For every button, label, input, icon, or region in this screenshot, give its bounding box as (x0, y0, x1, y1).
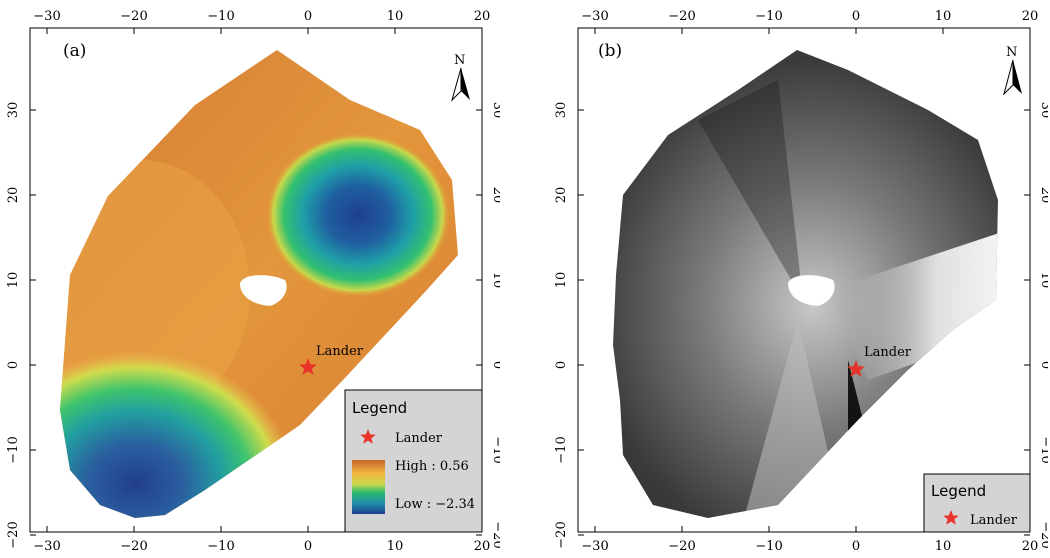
legend-low-text: Low : −2.34 (395, 497, 475, 512)
svg-text:N: N (454, 53, 465, 68)
x-tick-label: −30 (33, 539, 60, 554)
x-tick-label: −10 (207, 9, 234, 24)
legend-box: Legend Lander (923, 473, 1031, 533)
lander-marker: Lander (299, 344, 364, 375)
x-tick-label: 0 (852, 9, 860, 24)
map-panel-a: −30 −30 −20 −20 −10 −10 0 0 10 10 20 20 30 30 20 20 10 10… (6, 9, 500, 554)
y-tick-label: −20 (554, 521, 569, 548)
x-tick-label: 0 (304, 539, 312, 554)
no-data-hole (788, 275, 835, 306)
y-tick-label: 20 (6, 187, 21, 204)
legend-lander-star-icon (360, 429, 376, 444)
y-tick-label: −10 (490, 436, 500, 463)
y-tick-label: 20 (1038, 187, 1048, 204)
y-tick-label: 30 (554, 102, 569, 119)
axis-ticks: −30 −30 −20 −20 −10 −10 0 0 10 10 20 20 30 30 20 20 10 10… (6, 9, 500, 554)
no-data-hole (240, 275, 287, 306)
y-tick-label: −20 (490, 521, 500, 548)
y-tick-label: 0 (1038, 361, 1048, 369)
legend-box: Legend Lander High : 0.56 Low : −2.34 (344, 389, 483, 533)
lander-label: Lander (316, 344, 364, 359)
y-tick-label: −20 (1038, 521, 1048, 548)
x-tick-label: −30 (581, 539, 608, 554)
x-tick-label: 10 (935, 9, 952, 24)
y-tick-label: −20 (6, 521, 21, 548)
x-tick-label: −20 (120, 9, 147, 24)
lander-star-icon (847, 360, 865, 377)
x-tick-label: 20 (1022, 539, 1039, 554)
y-tick-label: −10 (554, 436, 569, 463)
y-tick-label: 10 (1038, 272, 1048, 289)
panel-label: (b) (598, 41, 622, 61)
lander-marker: Lander (847, 345, 912, 377)
x-tick-label: 20 (1022, 9, 1039, 24)
legend-lander-text: Lander (395, 431, 443, 446)
legend-lander-text: Lander (970, 513, 1018, 528)
x-tick-label: 20 (474, 539, 491, 554)
y-tick-label: 30 (490, 102, 500, 119)
legend-high-text: High : 0.56 (395, 459, 469, 474)
y-tick-label: −10 (6, 436, 21, 463)
y-tick-label: 10 (6, 272, 21, 289)
y-tick-label: 30 (1038, 102, 1048, 119)
x-tick-label: 10 (935, 539, 952, 554)
legend-color-ramp (352, 460, 385, 514)
x-tick-label: −10 (207, 539, 234, 554)
x-tick-label: −30 (581, 9, 608, 24)
lander-label: Lander (864, 345, 912, 360)
y-tick-label: 10 (490, 272, 500, 289)
x-tick-label: −20 (668, 9, 695, 24)
x-tick-label: 0 (852, 539, 860, 554)
lander-star-icon (299, 358, 317, 375)
x-tick-label: 10 (387, 539, 404, 554)
x-tick-label: 0 (304, 9, 312, 24)
x-tick-label: −20 (120, 539, 147, 554)
y-tick-label: 0 (490, 361, 500, 369)
map-panel-b: −30 −30 −20 −20 −10 −10 0 0 10 10 20 20 30 30 20 20 10 10… (554, 9, 1048, 554)
x-tick-label: −10 (755, 9, 782, 24)
north-arrow-icon: N (451, 53, 470, 102)
y-tick-label: 20 (490, 187, 500, 204)
y-tick-label: 0 (6, 361, 21, 369)
x-tick-label: −30 (33, 9, 60, 24)
x-tick-label: −20 (668, 539, 695, 554)
x-tick-label: 10 (387, 9, 404, 24)
legend-lander-star-icon (943, 510, 959, 525)
legend-title: Legend (352, 399, 407, 417)
panel-label: (a) (63, 41, 86, 61)
x-tick-label: −10 (755, 539, 782, 554)
legend-title: Legend (931, 482, 986, 500)
y-tick-label: 0 (554, 361, 569, 369)
y-tick-label: 20 (554, 187, 569, 204)
y-tick-label: −10 (1038, 436, 1048, 463)
y-tick-label: 30 (6, 102, 21, 119)
y-tick-label: 10 (554, 272, 569, 289)
axis-ticks: −30 −30 −20 −20 −10 −10 0 0 10 10 20 20 30 30 20 20 10 10… (554, 9, 1048, 554)
north-arrow-icon: N (1003, 45, 1022, 96)
svg-text:N: N (1006, 45, 1017, 60)
x-tick-label: 20 (474, 9, 491, 24)
